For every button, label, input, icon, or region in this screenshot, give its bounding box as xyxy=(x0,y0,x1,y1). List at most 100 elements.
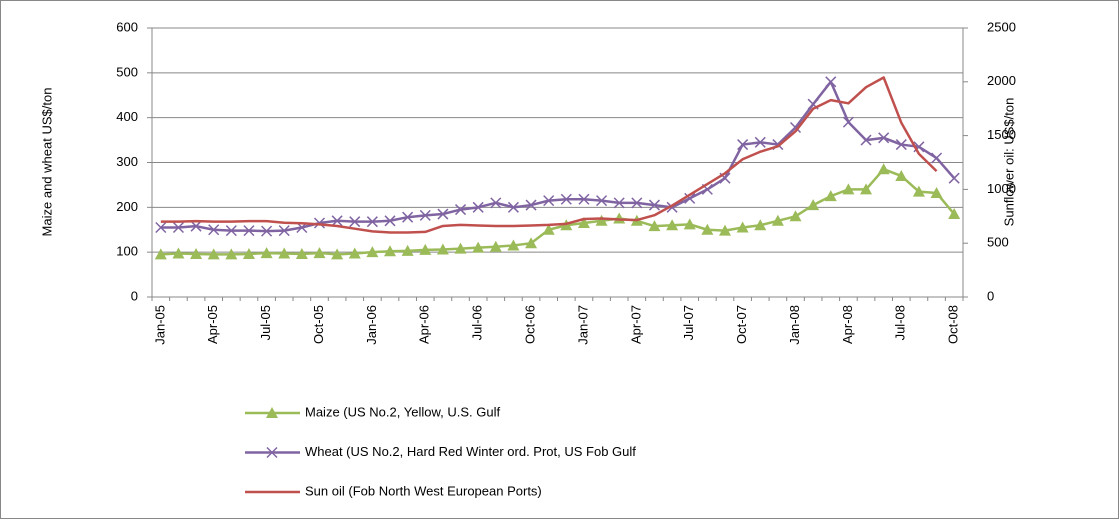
data-point xyxy=(754,136,766,148)
data-point xyxy=(401,244,414,256)
data-point xyxy=(437,208,449,220)
data-point xyxy=(842,116,854,128)
data-point xyxy=(931,152,943,164)
data-point xyxy=(172,247,185,259)
data-point xyxy=(860,134,872,146)
data-point xyxy=(278,225,290,237)
y-tick-label: 400 xyxy=(116,109,138,124)
y-tick-label: 500 xyxy=(116,64,138,79)
data-point xyxy=(366,246,379,258)
legend-marker xyxy=(266,407,278,418)
data-point xyxy=(243,225,255,237)
x-tick-label: Jul-06 xyxy=(470,305,485,340)
data-point xyxy=(507,239,520,251)
y-tick-label: 300 xyxy=(116,154,138,169)
data-point xyxy=(225,225,237,237)
y-tick-label: 0 xyxy=(131,288,138,303)
data-point xyxy=(948,172,960,184)
data-point xyxy=(683,218,696,230)
data-point xyxy=(595,214,608,226)
data-point xyxy=(824,190,837,202)
x-tick-label: Oct-05 xyxy=(311,305,326,344)
data-point xyxy=(190,247,203,259)
data-point xyxy=(154,248,167,260)
data-point xyxy=(366,216,378,228)
data-point xyxy=(242,247,255,259)
data-point xyxy=(648,220,661,232)
y2-tick-label: 1000 xyxy=(987,181,1016,196)
data-point xyxy=(912,185,925,197)
y2-axis-title: Sunflower oil: US$/ton xyxy=(1001,98,1016,227)
data-point xyxy=(825,76,837,88)
y2-tick-label: 500 xyxy=(987,235,1009,250)
data-point xyxy=(331,248,344,260)
y2-tick-label: 2500 xyxy=(987,19,1016,34)
data-point xyxy=(472,201,484,213)
data-point xyxy=(684,192,696,204)
data-point xyxy=(878,132,890,144)
data-point xyxy=(895,139,907,151)
data-point xyxy=(895,169,908,181)
data-point xyxy=(542,223,555,235)
data-point xyxy=(419,209,431,221)
data-point xyxy=(295,247,308,259)
y2-tick-label: 0 xyxy=(987,288,994,303)
data-point xyxy=(402,211,414,223)
series-line xyxy=(160,76,938,234)
data-point xyxy=(207,248,220,260)
data-point xyxy=(525,237,538,249)
data-point xyxy=(455,204,467,216)
data-point xyxy=(490,197,502,209)
series-line xyxy=(160,167,956,256)
x-tick-label: Jul-07 xyxy=(681,305,696,340)
data-point xyxy=(384,215,396,227)
data-point xyxy=(789,121,802,134)
legend-label: Maize (US No.2, Yellow, U.S. Gulf xyxy=(305,404,500,419)
data-point xyxy=(172,221,184,234)
data-point xyxy=(313,247,326,259)
x-tick-label: Jan-05 xyxy=(152,305,167,345)
data-point xyxy=(384,245,397,257)
y-tick-label: 200 xyxy=(116,199,138,214)
y-tick-label: 100 xyxy=(116,244,138,259)
data-point xyxy=(648,199,660,211)
data-point xyxy=(208,224,220,236)
x-tick-label: Apr-08 xyxy=(840,305,855,344)
y2-tick-label: 2000 xyxy=(987,73,1016,88)
data-point xyxy=(419,243,432,255)
data-point xyxy=(155,221,167,234)
data-point xyxy=(560,193,572,205)
data-point xyxy=(577,217,590,229)
y2-tick-label: 1500 xyxy=(987,127,1016,142)
data-point xyxy=(225,248,238,260)
data-point xyxy=(260,247,273,259)
data-point xyxy=(472,241,485,253)
data-point xyxy=(666,219,679,231)
data-point xyxy=(596,195,608,207)
y-tick-label: 600 xyxy=(116,19,138,34)
legend-marker xyxy=(266,446,278,459)
data-point xyxy=(701,223,714,235)
data-point xyxy=(860,183,873,195)
x-tick-label: Apr-05 xyxy=(205,305,220,344)
data-point xyxy=(543,195,555,207)
data-point xyxy=(789,210,802,222)
x-tick-label: Oct-07 xyxy=(734,305,749,344)
data-point xyxy=(489,240,502,252)
data-point xyxy=(631,197,643,209)
data-point xyxy=(736,221,749,233)
data-point xyxy=(613,197,625,209)
x-tick-label: Oct-06 xyxy=(522,305,537,344)
data-point xyxy=(525,199,537,211)
data-point xyxy=(278,247,291,259)
x-tick-label: Apr-06 xyxy=(417,305,432,344)
data-point xyxy=(261,225,273,237)
x-tick-label: Jan-08 xyxy=(787,305,802,345)
data-point xyxy=(807,199,820,211)
legend-label: Wheat (US No.2, Hard Red Winter ord. Pro… xyxy=(305,444,636,459)
data-point xyxy=(948,208,961,220)
x-tick-label: Jul-08 xyxy=(893,305,908,340)
